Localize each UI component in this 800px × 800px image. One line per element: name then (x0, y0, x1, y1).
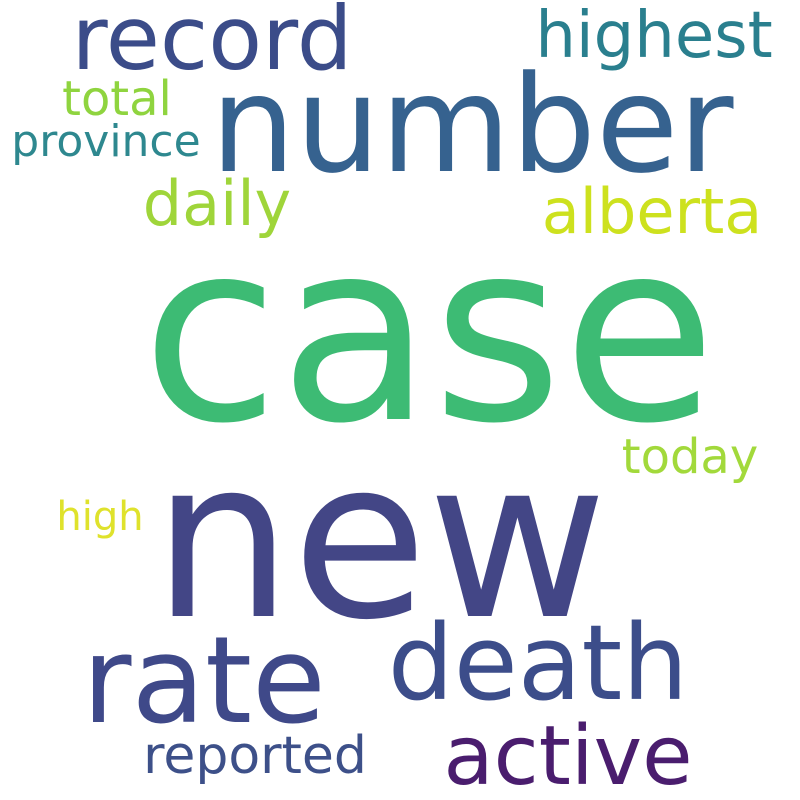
word-today: today (621, 429, 759, 485)
word-highest: highest (535, 0, 773, 73)
word-active: active (443, 709, 693, 800)
word-rate: rate (82, 612, 326, 751)
word-total: total (62, 71, 172, 127)
word-reported: reported (143, 726, 367, 786)
word-record: record (71, 0, 353, 90)
word-high: high (56, 494, 144, 540)
word-case: case (141, 187, 717, 478)
word-number: number (210, 47, 734, 203)
word-alberta: alberta (541, 175, 763, 248)
word-new: new (152, 412, 608, 668)
word-province: province (11, 116, 201, 167)
word-death: death (387, 602, 689, 724)
word-daily: daily (142, 167, 292, 240)
